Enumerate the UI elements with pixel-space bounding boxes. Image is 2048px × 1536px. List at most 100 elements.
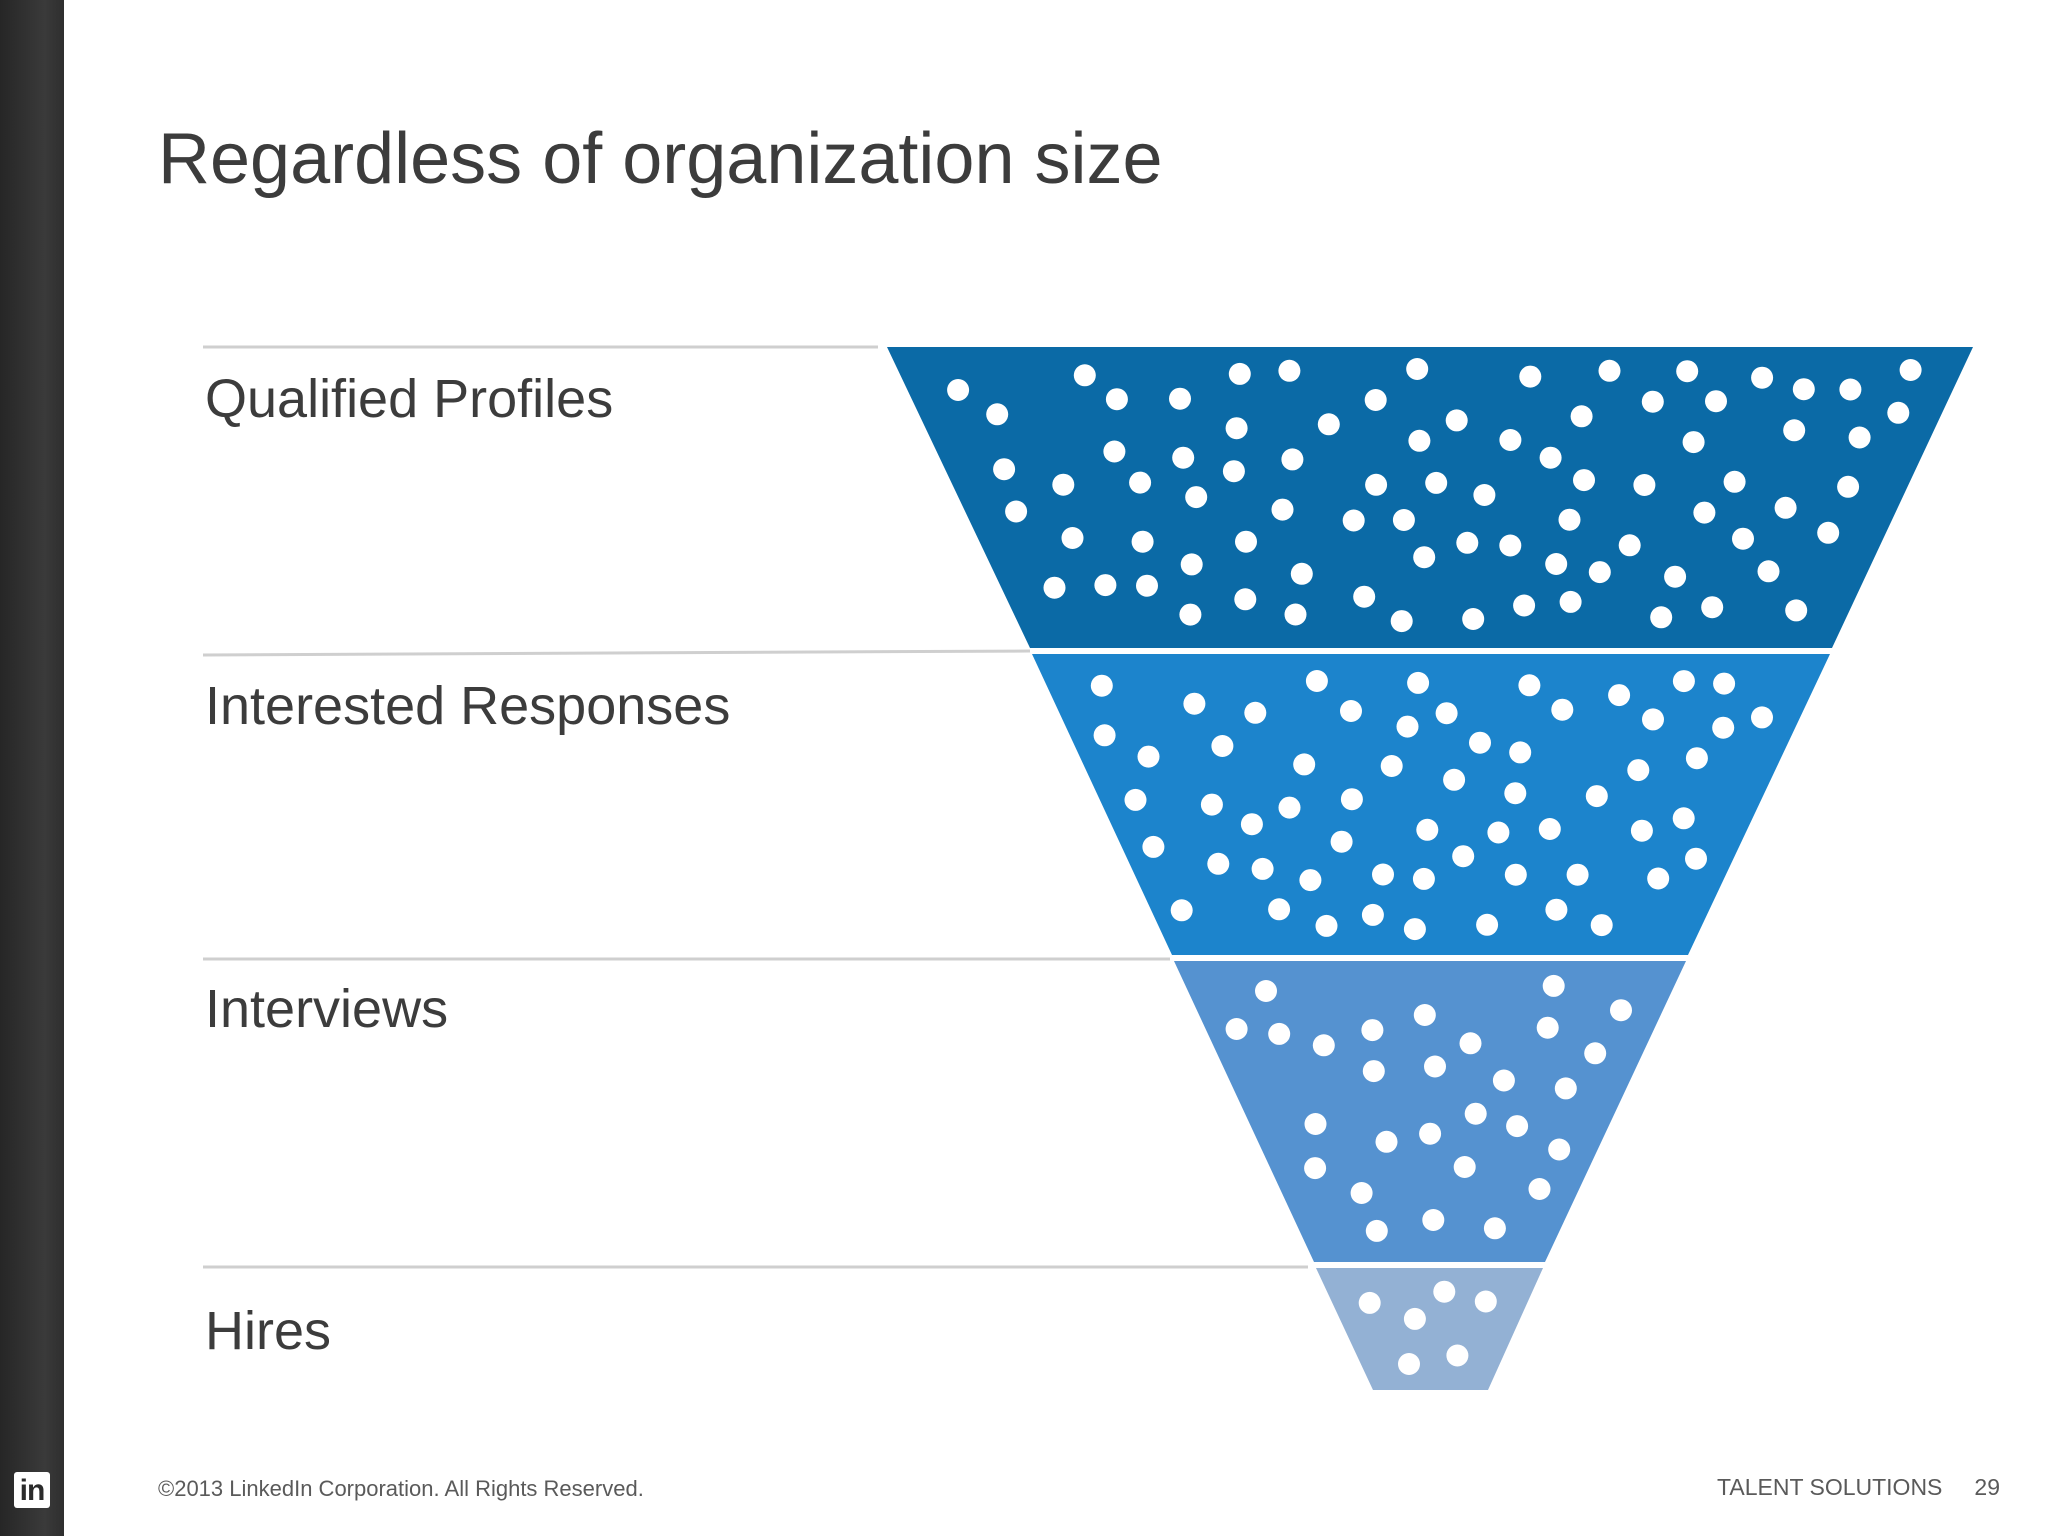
- funnel-dot: [1685, 747, 1708, 770]
- funnel-dot: [1504, 782, 1527, 805]
- funnel-dot: [1732, 527, 1754, 550]
- funnel-dot: [1179, 603, 1202, 626]
- funnel-dot: [1211, 735, 1234, 757]
- funnel-dot: [1705, 390, 1727, 413]
- funnel-dot: [1584, 1042, 1607, 1065]
- funnel-dot: [1403, 1307, 1426, 1330]
- funnel-dot: [1240, 813, 1263, 836]
- funnel-dot: [1094, 574, 1117, 597]
- funnel-dot: [1416, 818, 1439, 841]
- funnel-dot: [1598, 359, 1621, 382]
- funnel-dot: [1364, 389, 1387, 411]
- funnel-dot: [1142, 835, 1165, 858]
- funnel-dot: [1456, 531, 1479, 554]
- funnel-dot: [1222, 460, 1245, 483]
- funnel-dot: [1180, 553, 1203, 576]
- funnel-dot: [1459, 1032, 1482, 1055]
- funnel-dot: [1372, 863, 1394, 886]
- funnel-dot: [1542, 974, 1565, 997]
- funnel-dot: [1685, 847, 1707, 870]
- funnel-dot: [1043, 576, 1066, 599]
- funnel-dot: [1676, 360, 1699, 383]
- funnel-dot: [1837, 475, 1860, 498]
- funnel-dot: [1682, 431, 1705, 454]
- funnel-dot: [1473, 484, 1496, 506]
- funnel-dot: [1340, 788, 1363, 811]
- funnel-dot: [1633, 474, 1656, 496]
- funnel-dot: [1713, 672, 1736, 695]
- funnel-dot: [1251, 857, 1274, 880]
- funnel-dot: [1312, 1034, 1335, 1057]
- funnel-dot: [1499, 534, 1522, 557]
- funnel-dot: [1647, 867, 1670, 890]
- funnel-dot: [1407, 671, 1430, 694]
- funnel-dot: [1538, 818, 1561, 840]
- funnel-dot: [1103, 440, 1126, 463]
- funnel-dot: [1474, 1290, 1497, 1313]
- funnel-dot: [1712, 716, 1735, 739]
- funnel-dot: [1664, 565, 1687, 588]
- funnel-dot: [1169, 387, 1191, 410]
- funnel-dot: [1570, 405, 1593, 428]
- funnel-dot: [1293, 753, 1316, 776]
- funnel-dot: [1424, 1055, 1446, 1078]
- funnel-dot: [1406, 358, 1429, 380]
- funnel-segment-interviews: [1174, 961, 1686, 1262]
- funnel-dot: [1783, 419, 1806, 442]
- funnel-dot: [993, 458, 1016, 481]
- funnel-dot: [1268, 1022, 1291, 1045]
- funnel-dot: [1848, 426, 1871, 449]
- funnel-dot: [1817, 521, 1840, 544]
- footer-section: TALENT SOLUTIONS: [1717, 1474, 1943, 1500]
- funnel-dot: [1124, 788, 1147, 811]
- funnel-dot: [1443, 768, 1466, 791]
- funnel-dot: [1792, 378, 1815, 401]
- funnel-dot: [1483, 1217, 1506, 1240]
- funnel-dot: [986, 403, 1009, 426]
- funnel-dot: [1618, 534, 1641, 557]
- funnel-dot: [1751, 706, 1773, 729]
- funnel-dot: [1170, 899, 1193, 922]
- funnel-dot: [1137, 745, 1160, 768]
- funnel-dot: [1672, 807, 1695, 830]
- funnel-dot: [947, 379, 970, 401]
- funnel-dot: [1413, 546, 1436, 569]
- funnel-dot: [1380, 755, 1403, 777]
- funnel-dot: [1513, 594, 1536, 617]
- funnel-segment-hires: [1316, 1268, 1543, 1390]
- funnel-dot: [1392, 509, 1415, 531]
- funnel-dot: [1061, 527, 1084, 549]
- funnel-dot: [1365, 1219, 1388, 1242]
- funnel-dot: [1005, 500, 1028, 523]
- funnel-dot: [1536, 1016, 1559, 1039]
- funnel-dot: [1554, 1077, 1577, 1100]
- funnel-dot: [1403, 918, 1426, 941]
- funnel-dot: [1396, 715, 1419, 738]
- linkedin-logo-icon: in: [14, 1472, 50, 1508]
- funnel-dot: [1361, 1019, 1384, 1042]
- funnel-segment-qualified-profiles: [887, 347, 1973, 648]
- funnel-dot: [1585, 785, 1608, 808]
- funnel-dot: [1172, 446, 1195, 469]
- funnel-dot: [1278, 796, 1301, 819]
- funnel-dot: [1353, 585, 1376, 608]
- footer-copyright: ©2013 LinkedIn Corporation. All Rights R…: [158, 1476, 644, 1501]
- funnel-dot: [1839, 378, 1862, 401]
- funnel-dot: [1131, 530, 1154, 553]
- funnel-dot: [1464, 1102, 1487, 1125]
- stage-label-hires: Hires: [205, 1301, 332, 1361]
- slide-title: Regardless of organization size: [158, 119, 1163, 199]
- funnel-dot: [1642, 708, 1664, 731]
- funnel-dot: [1419, 1122, 1442, 1145]
- funnel-dot: [1453, 1156, 1476, 1178]
- funnel-dot: [1350, 1182, 1373, 1204]
- funnel-dot: [1317, 413, 1340, 436]
- funnel-dot: [1315, 914, 1338, 937]
- funnel-dot: [1701, 596, 1724, 619]
- funnel-dot: [1693, 501, 1716, 524]
- funnel-dot: [1545, 553, 1568, 575]
- funnel-dot: [1528, 1178, 1551, 1200]
- funnel-dot: [1446, 1344, 1469, 1367]
- funnel-dot: [1588, 561, 1611, 584]
- funnel-dot: [1608, 684, 1631, 707]
